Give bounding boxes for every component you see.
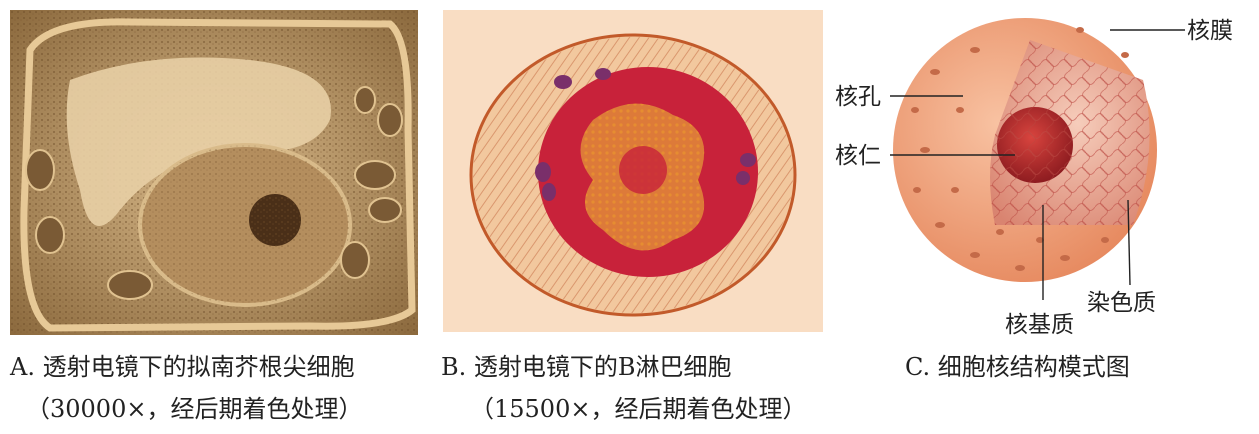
caption-b-line1: B. 透射电镜下的B淋巴细胞: [441, 353, 732, 381]
caption-b-line2: （15500×，经后期着色处理）: [470, 395, 807, 423]
nucleus-structure-diagram: 核膜 核孔 核仁 染色质 核基质: [825, 0, 1259, 340]
label-nuclear-matrix: 核基质: [1005, 312, 1074, 338]
caption-a-line2: （30000×，经后期着色处理）: [26, 395, 363, 423]
label-chromatin: 染色质: [1087, 290, 1156, 316]
label-nuclear-envelope: 核膜: [1187, 18, 1233, 44]
label-nucleolus: 核仁: [835, 143, 881, 169]
micrograph-b-lymphocyte: [443, 10, 823, 332]
caption-c: C. 细胞核结构模式图: [905, 353, 1130, 381]
caption-a-line1: A. 透射电镜下的拟南芥根尖细胞: [10, 353, 355, 381]
label-nuclear-pore: 核孔: [835, 84, 881, 110]
micrograph-root-tip-cell: [10, 10, 418, 335]
